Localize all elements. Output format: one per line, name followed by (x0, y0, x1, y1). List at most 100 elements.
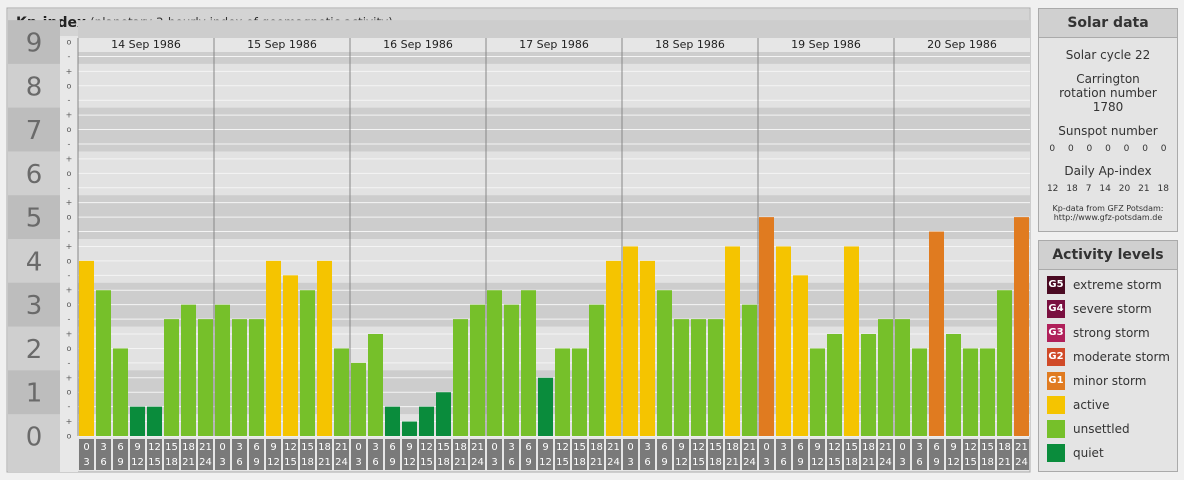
hour-box (130, 439, 145, 470)
hour-start: 0 (627, 442, 633, 453)
bar (419, 406, 434, 436)
bar (606, 260, 621, 436)
minor-tick-label: o (67, 125, 72, 134)
minor-tick-label: + (66, 154, 73, 163)
hour-end: 9 (525, 457, 531, 468)
level-row: G1 minor storm (1047, 372, 1177, 390)
hour-start: 12 (964, 442, 977, 453)
bar (708, 319, 723, 436)
hour-box (181, 439, 196, 470)
day-label: 14 Sep 1986 (111, 38, 181, 51)
source: Kp-data from GFZ Potsdam: (1052, 204, 1164, 213)
day-header (214, 38, 350, 52)
hour-end: 18 (165, 457, 178, 468)
sunspot-value: 0 (1123, 144, 1130, 154)
hour-start: 21 (743, 442, 756, 453)
hour-end: 9 (933, 457, 939, 468)
bar (827, 333, 842, 436)
hour-box (453, 439, 468, 470)
hour-end: 18 (845, 457, 858, 468)
hour-start: 15 (437, 442, 450, 453)
hour-end: 3 (899, 457, 905, 468)
hour-box (810, 439, 825, 470)
hour-box (249, 439, 264, 470)
hour-start: 0 (219, 442, 225, 453)
hour-box (895, 439, 910, 470)
hour-box (521, 439, 536, 470)
hour-end: 24 (607, 457, 620, 468)
bar (572, 348, 587, 436)
hour-box (470, 439, 485, 470)
hour-start: 6 (253, 442, 259, 453)
hour-box (963, 439, 978, 470)
bar (130, 406, 145, 436)
hour-start: 12 (284, 442, 297, 453)
day-label: 17 Sep 1986 (519, 38, 589, 51)
bar (640, 260, 655, 436)
bar (759, 217, 774, 436)
minor-tick-label: - (68, 227, 71, 236)
sunspot-value: 0 (1086, 144, 1093, 154)
hour-start: 12 (148, 442, 161, 453)
hour-start: 18 (182, 442, 195, 453)
hour-start: 3 (372, 442, 378, 453)
ap-value: 21 (1138, 184, 1150, 194)
bar (317, 260, 332, 436)
hour-box (623, 439, 638, 470)
hour-box (878, 439, 893, 470)
hour-box (946, 439, 961, 470)
url: http://www.gfz-potsdam.de (1053, 213, 1163, 222)
day-label: 15 Sep 1986 (247, 38, 317, 51)
hour-start: 15 (573, 442, 586, 453)
hour-box (317, 439, 332, 470)
hour-box (198, 439, 213, 470)
hour-start: 18 (454, 442, 467, 453)
hour-start: 18 (726, 442, 739, 453)
hour-start: 6 (933, 442, 939, 453)
hour-end: 15 (556, 457, 569, 468)
hour-end: 24 (199, 457, 212, 468)
hour-start: 21 (879, 442, 892, 453)
hour-end: 9 (661, 457, 667, 468)
hour-end: 15 (964, 457, 977, 468)
hour-box (300, 439, 315, 470)
hour-start: 9 (814, 442, 820, 453)
hour-end: 21 (862, 457, 875, 468)
minor-tick-label: + (66, 417, 73, 426)
hour-box (997, 439, 1012, 470)
hour-box (793, 439, 808, 470)
hour-box (436, 439, 451, 470)
hour-start: 9 (678, 442, 684, 453)
hour-start: 0 (763, 442, 769, 453)
hour-start: 9 (270, 442, 276, 453)
hour-end: 12 (403, 457, 416, 468)
hour-box (827, 439, 842, 470)
minor-tick-label: + (66, 329, 73, 338)
axis-band (8, 370, 60, 415)
minor-tick-label: o (67, 169, 72, 178)
hour-end: 15 (148, 457, 161, 468)
hour-start: 15 (709, 442, 722, 453)
hour-end: 18 (301, 457, 314, 468)
ap-value: 20 (1118, 184, 1131, 194)
hour-box (640, 439, 655, 470)
hour-start: 3 (644, 442, 650, 453)
axis-band (8, 195, 60, 239)
hour-start: 6 (661, 442, 667, 453)
y-tick-label: 2 (26, 335, 43, 365)
bar (164, 319, 179, 436)
minor-tick-label: o (67, 432, 72, 441)
minor-tick-label: + (66, 67, 73, 76)
y-tick-label: 7 (26, 116, 43, 146)
hour-box (334, 439, 349, 470)
hour-end: 6 (644, 457, 650, 468)
minor-tick-label: - (68, 183, 71, 192)
bar (79, 260, 94, 436)
hour-box (861, 439, 876, 470)
hour-end: 9 (253, 457, 259, 468)
bar (742, 304, 757, 436)
hour-end: 3 (627, 457, 633, 468)
level-label: active (1073, 398, 1110, 412)
bar (470, 304, 485, 436)
bar (147, 406, 162, 436)
